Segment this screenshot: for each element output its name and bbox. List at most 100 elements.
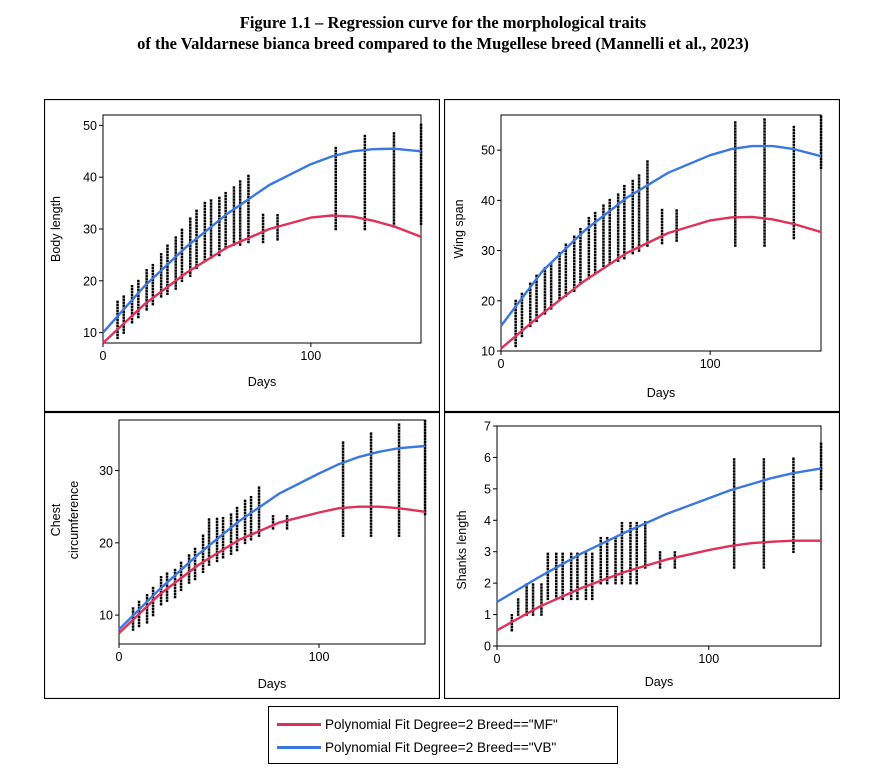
scatter-point xyxy=(555,579,558,583)
scatter-point xyxy=(734,130,737,133)
scatter-point xyxy=(623,208,626,212)
scatter-point xyxy=(122,328,125,331)
scatter-point xyxy=(573,262,576,265)
scatter-point xyxy=(392,219,396,222)
scatter-point xyxy=(392,210,396,213)
scatter-point xyxy=(166,265,169,268)
scatter-point xyxy=(762,485,766,488)
scatter-point xyxy=(646,160,649,163)
scatter-point xyxy=(608,228,611,232)
scatter-point xyxy=(151,266,155,270)
scatter-point xyxy=(587,231,591,235)
scatter-point xyxy=(419,195,423,199)
scatter-point xyxy=(363,209,367,213)
scatter-point xyxy=(579,276,582,279)
scatter-point xyxy=(419,162,423,166)
scatter-point xyxy=(397,459,401,462)
scatter-point xyxy=(151,586,155,590)
scatter-point xyxy=(363,161,367,165)
scatter-point xyxy=(224,239,227,243)
scatter-point xyxy=(629,539,632,543)
scatter-point xyxy=(203,204,207,208)
y-tick-label: 50 xyxy=(481,144,495,158)
scatter-point xyxy=(546,597,550,601)
scatter-point xyxy=(675,227,678,230)
scatter-point xyxy=(576,561,579,565)
scatter-point xyxy=(573,280,576,283)
scatter-point xyxy=(623,247,626,251)
scatter-point xyxy=(579,258,582,261)
scatter-point xyxy=(218,214,221,218)
scatter-point xyxy=(397,441,401,444)
scatter-point xyxy=(535,283,538,287)
scatter-point xyxy=(180,258,184,262)
scatter-point xyxy=(137,297,140,301)
scatter-point xyxy=(593,247,597,251)
scatter-point xyxy=(732,560,736,563)
scatter-point xyxy=(215,535,219,539)
scatter-point xyxy=(207,530,211,533)
scatter-point xyxy=(341,480,345,483)
panel-frame xyxy=(44,99,440,412)
scatter-point xyxy=(209,223,213,226)
scatter-point xyxy=(646,193,649,196)
scatter-point xyxy=(762,482,766,485)
scatter-point xyxy=(564,252,568,255)
scatter-point xyxy=(635,548,638,552)
scatter-point xyxy=(599,560,602,564)
scatter-point xyxy=(369,486,373,489)
scatter-point xyxy=(529,318,532,322)
scatter-point xyxy=(235,509,239,513)
scatter-point xyxy=(397,510,401,513)
scatter-point xyxy=(195,242,198,246)
scatter-point xyxy=(734,184,737,187)
y-tick-label: 20 xyxy=(83,274,97,288)
scatter-point xyxy=(620,521,624,525)
scatter-point xyxy=(546,558,550,562)
scatter-point xyxy=(397,489,401,492)
scatter-point xyxy=(243,538,247,542)
scatter-point xyxy=(215,532,219,536)
scatter-point xyxy=(207,548,211,551)
scatter-point xyxy=(616,226,620,229)
scatter-point xyxy=(137,306,140,310)
scatter-point xyxy=(180,279,184,283)
scatter-point xyxy=(629,581,632,585)
scatter-point xyxy=(608,240,611,244)
scatter-point xyxy=(658,554,662,557)
scatter-point xyxy=(531,598,535,601)
scatter-point xyxy=(599,551,602,555)
y-tick-label: 40 xyxy=(481,194,495,208)
x-axis-label: Days xyxy=(647,386,675,400)
y-axis-label: Body length xyxy=(49,196,63,262)
scatter-point xyxy=(616,244,620,247)
scatter-point xyxy=(137,279,140,283)
scatter-point xyxy=(637,174,641,177)
scatter-point xyxy=(392,138,396,141)
scatter-point xyxy=(207,539,211,542)
scatter-point xyxy=(201,534,205,537)
scatter-point xyxy=(540,613,543,616)
scatter-point xyxy=(238,243,242,246)
scatter-point xyxy=(203,228,207,232)
scatter-point xyxy=(576,573,579,577)
scatter-point xyxy=(195,215,198,219)
scatter-point xyxy=(620,560,624,564)
scatter-point xyxy=(792,523,795,526)
y-tick-label: 6 xyxy=(484,451,491,465)
scatter-point xyxy=(564,264,568,267)
scatter-point xyxy=(238,180,242,183)
scatter-point xyxy=(569,552,573,556)
scatter-point xyxy=(591,555,594,559)
scatter-point xyxy=(792,134,796,138)
scatter-point xyxy=(145,609,149,612)
scatter-point xyxy=(792,469,795,472)
scatter-point xyxy=(165,593,169,596)
scatter-point xyxy=(276,214,279,217)
scatter-point xyxy=(218,226,221,230)
scatter-point xyxy=(221,547,225,550)
scatter-point xyxy=(792,194,796,198)
scatter-point xyxy=(369,495,373,498)
scatter-point xyxy=(516,604,520,607)
scatter-point xyxy=(165,572,169,575)
